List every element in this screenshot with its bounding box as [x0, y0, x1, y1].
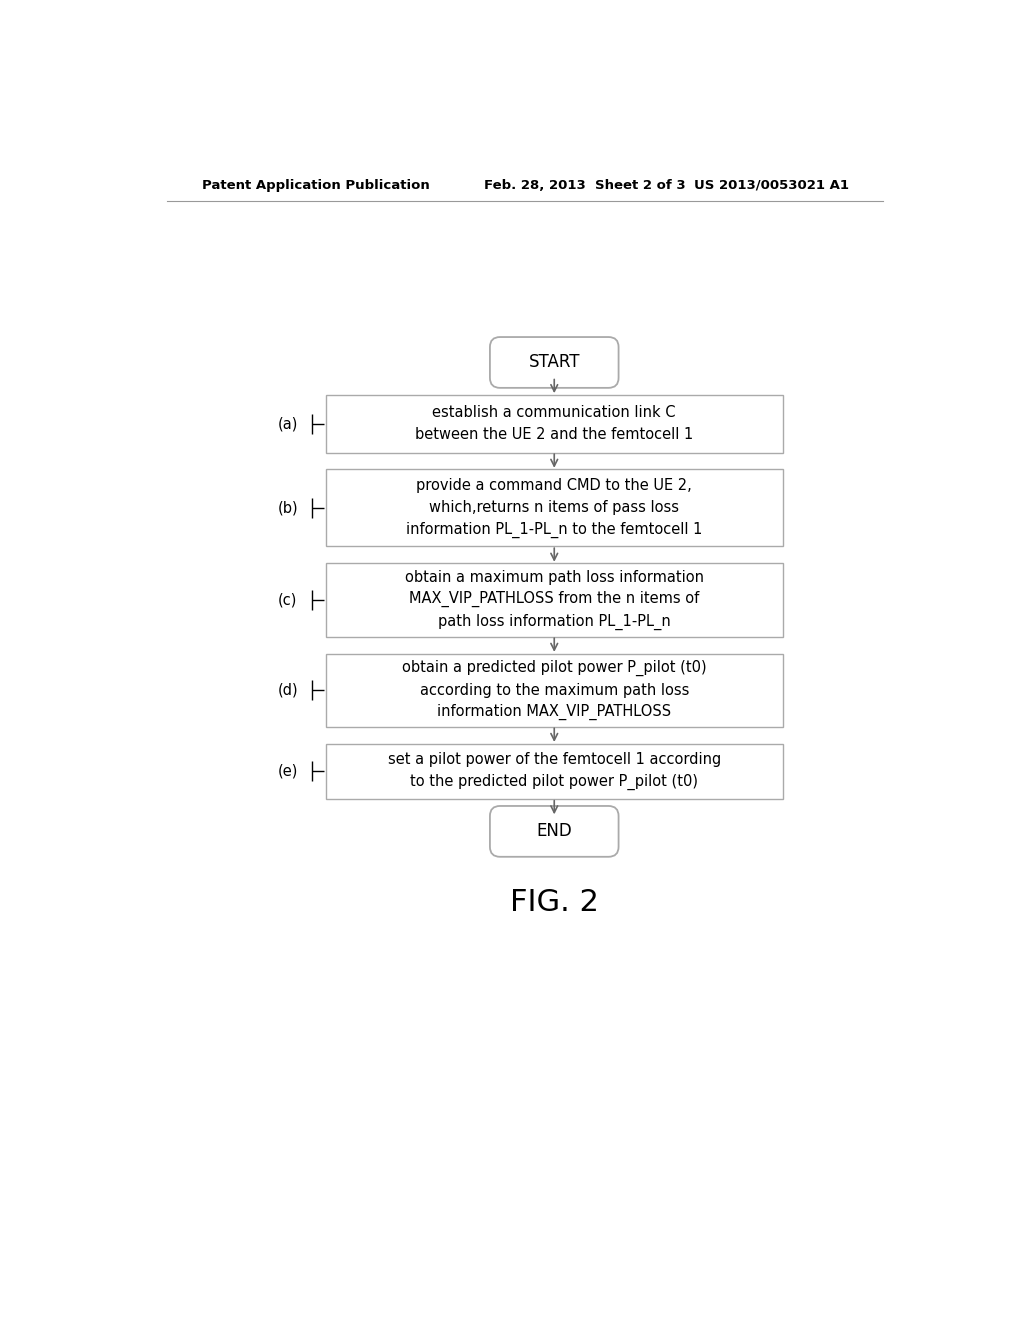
Text: set a pilot power of the femtocell 1 according
to the predicted pilot power P_pi: set a pilot power of the femtocell 1 acc…	[388, 752, 721, 791]
Text: FIG. 2: FIG. 2	[510, 888, 599, 916]
Text: END: END	[537, 822, 572, 841]
FancyBboxPatch shape	[326, 395, 783, 453]
Text: US 2013/0053021 A1: US 2013/0053021 A1	[693, 178, 849, 191]
FancyBboxPatch shape	[489, 337, 618, 388]
Text: provide a command CMD to the UE 2,
which,returns n items of pass loss
informatio: provide a command CMD to the UE 2, which…	[407, 478, 702, 537]
Text: (c): (c)	[278, 593, 297, 607]
Text: Patent Application Publication: Patent Application Publication	[202, 178, 429, 191]
Text: establish a communication link C
between the UE 2 and the femtocell 1: establish a communication link C between…	[415, 405, 693, 442]
FancyBboxPatch shape	[489, 807, 618, 857]
Text: START: START	[528, 354, 580, 371]
Text: (b): (b)	[278, 500, 298, 516]
Text: (d): (d)	[278, 682, 298, 697]
Text: Feb. 28, 2013  Sheet 2 of 3: Feb. 28, 2013 Sheet 2 of 3	[484, 178, 686, 191]
Text: (a): (a)	[278, 416, 298, 432]
FancyBboxPatch shape	[326, 470, 783, 546]
FancyBboxPatch shape	[326, 743, 783, 799]
Text: obtain a maximum path loss information
MAX_VIP_PATHLOSS from the n items of
path: obtain a maximum path loss information M…	[404, 570, 703, 630]
FancyBboxPatch shape	[326, 564, 783, 636]
FancyBboxPatch shape	[326, 653, 783, 726]
Text: obtain a predicted pilot power P_pilot (t0)
according to the maximum path loss
i: obtain a predicted pilot power P_pilot (…	[402, 660, 707, 721]
Text: (e): (e)	[278, 764, 298, 779]
